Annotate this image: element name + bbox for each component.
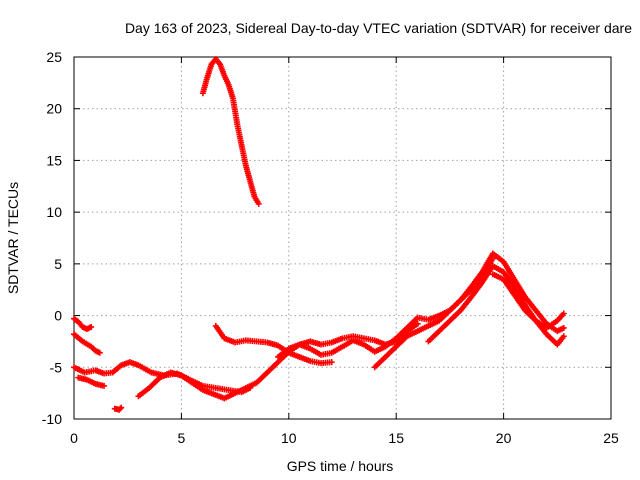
series-track-10 bbox=[371, 255, 496, 371]
data-point bbox=[328, 359, 335, 366]
data-point bbox=[117, 405, 124, 412]
data-point bbox=[560, 310, 567, 317]
y-tick-label: 15 bbox=[46, 152, 62, 168]
y-tick-label: 10 bbox=[46, 204, 62, 220]
series-track-1 bbox=[199, 56, 262, 207]
y-tick-label: 0 bbox=[54, 308, 62, 324]
x-tick-label: 10 bbox=[281, 430, 297, 446]
chart-title: Day 163 of 2023, Sidereal Day-to-day VTE… bbox=[125, 20, 632, 36]
series-track-11 bbox=[414, 250, 567, 335]
data-point bbox=[88, 323, 95, 330]
axis-ticks bbox=[73, 56, 612, 420]
x-tick-label: 15 bbox=[388, 430, 404, 446]
series-track-9 bbox=[275, 314, 421, 360]
x-axis-label: GPS time / hours bbox=[287, 458, 394, 474]
y-axis-tick-labels: -10 -5 0 5 10 15 20 25 bbox=[42, 49, 62, 427]
plot-frame bbox=[73, 56, 612, 420]
x-tick-label: 5 bbox=[178, 430, 186, 446]
grid-lines bbox=[74, 57, 611, 419]
y-tick-label: 5 bbox=[54, 256, 62, 272]
series-track-6 bbox=[111, 404, 125, 413]
data-point bbox=[414, 320, 421, 327]
series-track-8 bbox=[212, 322, 335, 367]
series-track-13 bbox=[489, 271, 567, 331]
data-point bbox=[560, 333, 567, 340]
series-track-3 bbox=[71, 331, 103, 356]
series-track-12 bbox=[425, 262, 567, 348]
y-tick-label: 20 bbox=[46, 101, 62, 117]
series-track-5 bbox=[75, 374, 108, 389]
x-tick-label: 0 bbox=[70, 430, 78, 446]
y-tick-label: 25 bbox=[46, 49, 62, 65]
x-tick-label: 25 bbox=[603, 430, 619, 446]
y-tick-label: -5 bbox=[50, 359, 63, 375]
data-point bbox=[560, 324, 567, 331]
data-point bbox=[118, 404, 125, 411]
x-axis-tick-labels: 0 5 10 15 20 25 bbox=[70, 430, 619, 446]
x-tick-label: 20 bbox=[496, 430, 512, 446]
data-points bbox=[71, 56, 567, 413]
data-point bbox=[255, 200, 262, 207]
y-axis-label: SDTVAR / TECUs bbox=[5, 182, 21, 294]
data-point bbox=[96, 349, 103, 356]
series-track-2 bbox=[71, 315, 95, 333]
data-point bbox=[101, 382, 108, 389]
y-tick-label: -10 bbox=[42, 411, 62, 427]
